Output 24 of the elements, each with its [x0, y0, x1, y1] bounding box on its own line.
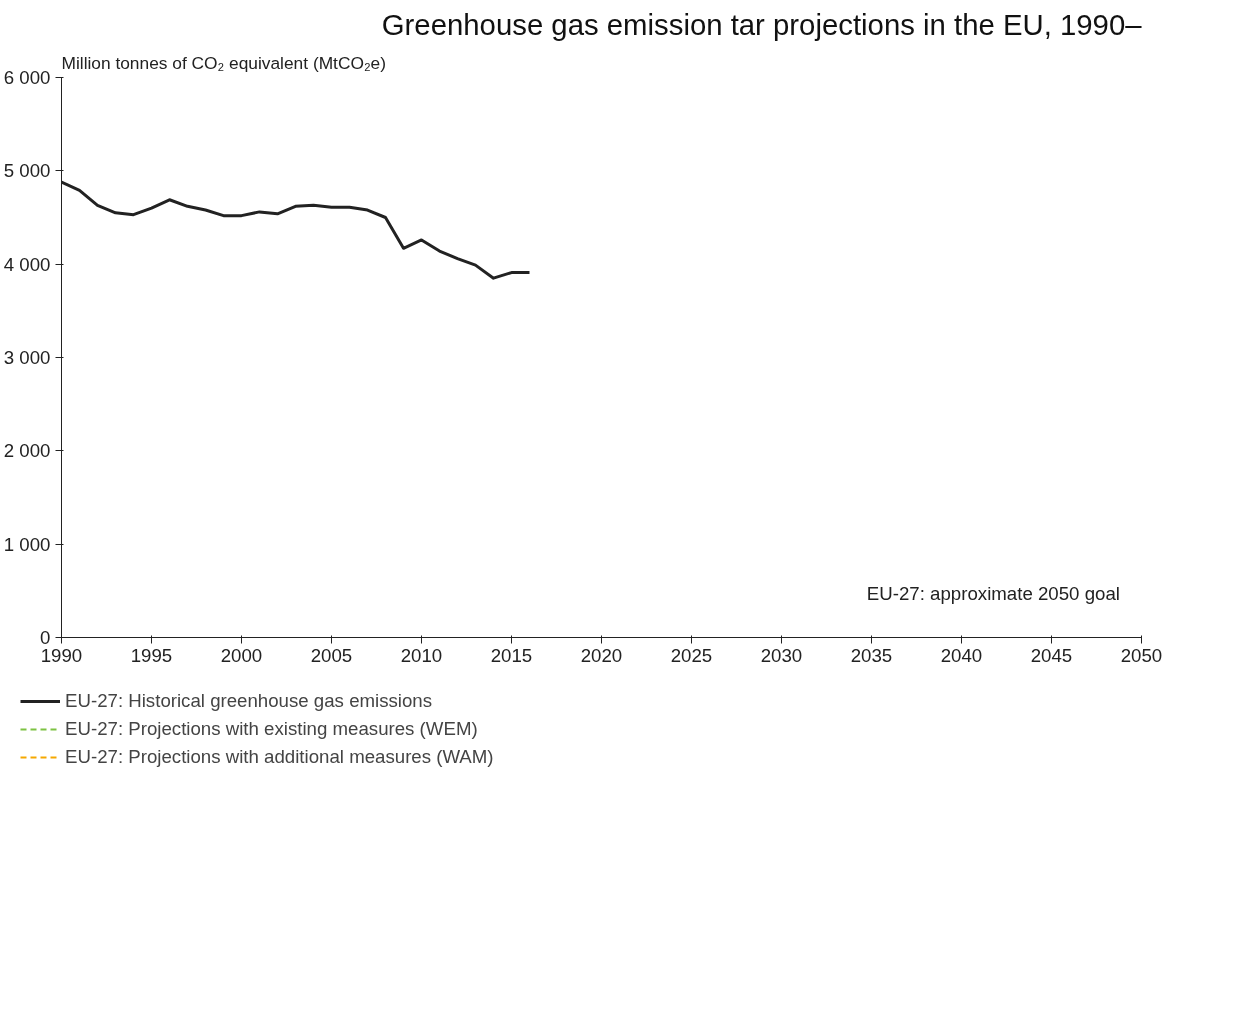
x-tick-label: 2020 — [580, 644, 623, 666]
y-axis-title: Million tonnes of CO₂ equivalent (MtCO₂e) — [61, 52, 387, 73]
x-tick-label: 2045 — [1030, 644, 1073, 666]
x-tick-label: 2000 — [220, 644, 263, 666]
x-tick-label: 2025 — [670, 644, 713, 666]
y-tick-label: 6 000 — [3, 67, 51, 88]
legend-label: EU-27: Historical greenhouse gas emissions — [65, 690, 433, 712]
x-tick-label: 2035 — [850, 644, 893, 666]
y-tick-label: 4 000 — [3, 253, 51, 275]
x-tick-label: 2010 — [400, 644, 443, 666]
x-tick-label: 2015 — [490, 644, 533, 666]
legend-label: EU-27: Projections with additional measures (WAM) — [65, 746, 494, 768]
x-tick-label: 2005 — [310, 644, 353, 666]
x-tick-label: 1995 — [130, 644, 173, 666]
legend-label: EU-27: Projections with existing measures (WEM) — [65, 718, 478, 740]
x-tick-label: 2050 — [1120, 644, 1163, 666]
chart-title: Greenhouse gas emission tar projections in the EU, 1990– — [381, 7, 1143, 41]
y-tick-label: 1 000 — [3, 533, 51, 555]
x-tick-label: 2040 — [940, 644, 983, 666]
y-tick-label: 5 000 — [3, 160, 51, 182]
y-tick-label: 2 000 — [3, 440, 51, 462]
y-tick-label: 3 000 — [3, 347, 51, 368]
x-tick-label: 2030 — [760, 644, 803, 666]
annotation: EU-27: approximate 2050 goal — [866, 582, 1120, 604]
